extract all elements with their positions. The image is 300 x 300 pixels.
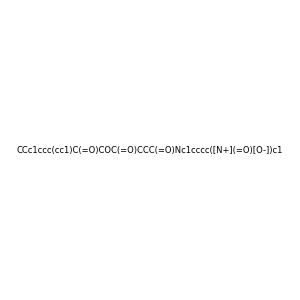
- Text: CCc1ccc(cc1)C(=O)COC(=O)CCC(=O)Nc1cccc([N+](=O)[O-])c1: CCc1ccc(cc1)C(=O)COC(=O)CCC(=O)Nc1cccc([…: [17, 146, 283, 154]
